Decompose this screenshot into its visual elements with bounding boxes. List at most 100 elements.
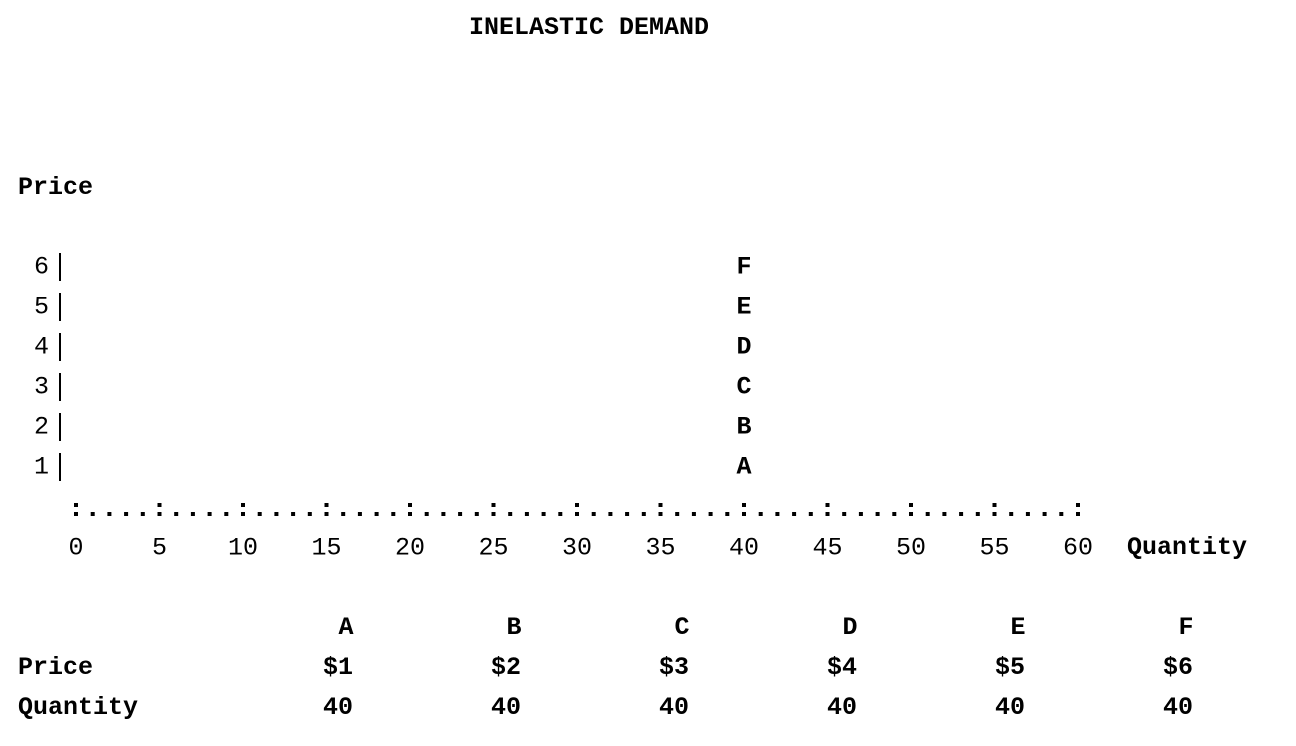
x-axis-label: Quantity xyxy=(1127,533,1248,562)
x-axis-tick-mark xyxy=(241,512,245,516)
table-cell-price: $6 xyxy=(1162,653,1194,682)
data-point: D xyxy=(736,333,751,362)
x-axis-dot xyxy=(942,512,947,516)
x-axis-tick-mark xyxy=(992,503,997,507)
x-axis-dot xyxy=(207,512,212,516)
x-axis-dot xyxy=(875,512,880,516)
data-point: F xyxy=(736,253,751,282)
x-axis-tick-mark xyxy=(742,512,746,516)
data-point: C xyxy=(736,373,751,402)
x-axis-dot xyxy=(524,512,529,516)
x-axis-dot xyxy=(357,512,362,516)
table-column-header: F xyxy=(1178,613,1194,642)
table-cell-quantity: 40 xyxy=(1162,693,1194,722)
data-point: B xyxy=(736,413,751,442)
x-axis-dot xyxy=(925,512,930,516)
x-tick-label: 55 xyxy=(979,534,1009,563)
y-tick-label: 3 xyxy=(34,373,49,402)
x-axis-dot xyxy=(641,512,646,516)
x-axis-dot xyxy=(190,512,195,516)
x-axis-dot xyxy=(224,512,229,516)
x-tick-label: 25 xyxy=(478,534,508,563)
x-axis-tick-mark xyxy=(74,503,78,507)
x-axis-dot xyxy=(291,512,296,516)
x-axis-dot xyxy=(424,512,429,516)
x-axis-dot xyxy=(1059,512,1064,516)
x-axis-tick-mark xyxy=(408,503,412,507)
x-axis-tick-mark xyxy=(575,512,579,516)
x-axis-dot xyxy=(374,512,379,516)
x-axis-dot xyxy=(274,512,279,516)
x-axis-dot xyxy=(858,512,863,516)
x-axis-dot xyxy=(508,512,513,516)
x-axis-tick-mark xyxy=(324,503,329,507)
x-axis-dot xyxy=(675,512,680,516)
x-axis-tick-mark xyxy=(1076,512,1080,516)
x-axis-dot xyxy=(1025,512,1030,516)
x-axis-dot xyxy=(1009,512,1014,516)
table-column-header: C xyxy=(674,613,690,642)
x-axis-tick-mark xyxy=(157,512,162,516)
x-axis-dot xyxy=(959,512,964,516)
x-tick-label: 0 xyxy=(68,534,83,563)
x-tick-label: 45 xyxy=(812,534,842,563)
y-tick-label: 5 xyxy=(34,293,49,322)
x-axis-dot xyxy=(842,512,847,516)
y-tick-label: 6 xyxy=(34,253,49,282)
x-axis-tick-mark xyxy=(1076,503,1080,507)
table-cell-quantity: 40 xyxy=(826,693,858,722)
y-axis-label: Price xyxy=(18,173,94,202)
x-axis-dot xyxy=(441,512,446,516)
x-axis-tick-mark xyxy=(575,503,579,507)
table-column-header: B xyxy=(506,613,522,642)
x-axis-tick-mark xyxy=(157,503,162,507)
x-axis-tick-mark xyxy=(742,503,746,507)
x-axis-tick-mark xyxy=(491,503,496,507)
x-tick-label: 5 xyxy=(152,534,167,563)
x-axis-dot xyxy=(1042,512,1047,516)
table-cell-quantity: 40 xyxy=(658,693,690,722)
x-axis-dot xyxy=(691,512,696,516)
x-axis: 0 5 10 15 20 25 30 35 40 45 50 55 60 xyxy=(68,503,1093,563)
table-row-label-quantity: Quantity xyxy=(18,693,139,722)
x-tick-label: 50 xyxy=(896,534,926,563)
x-axis-tick-mark xyxy=(241,503,245,507)
chart-title: INELASTIC DEMAND xyxy=(468,13,710,42)
x-axis-dot xyxy=(341,512,346,516)
table-cell-quantity: 40 xyxy=(490,693,522,722)
x-tick-label: 10 xyxy=(228,534,258,563)
x-axis-tick-mark xyxy=(909,503,913,507)
x-axis-tick-mark xyxy=(658,503,663,507)
data-point: A xyxy=(736,453,751,482)
x-tick-label: 60 xyxy=(1063,534,1093,563)
y-tick-label: 1 xyxy=(34,453,49,482)
x-axis-dot xyxy=(975,512,980,516)
x-axis-dot xyxy=(391,512,396,516)
x-axis-dot xyxy=(608,512,613,516)
x-axis-dot xyxy=(775,512,780,516)
x-axis-dot xyxy=(625,512,630,516)
x-axis-tick-mark xyxy=(491,512,496,516)
table-row-label-price: Price xyxy=(18,653,94,682)
x-axis-tick-mark xyxy=(825,512,830,516)
table-column-header: A xyxy=(338,613,354,642)
x-axis-dot xyxy=(708,512,713,516)
x-axis-dot xyxy=(140,512,145,516)
x-tick-label: 40 xyxy=(729,534,759,563)
x-axis-tick-mark xyxy=(909,512,913,516)
y-tick-label: 2 xyxy=(34,413,49,442)
x-axis-dot xyxy=(90,512,95,516)
table-cell-price: $3 xyxy=(658,653,690,682)
x-axis-dot xyxy=(124,512,129,516)
table-column-header: E xyxy=(1010,613,1026,642)
x-axis-dot xyxy=(758,512,763,516)
x-axis-dot xyxy=(792,512,797,516)
x-axis-tick-mark xyxy=(74,512,78,516)
y-tick-label: 4 xyxy=(34,333,49,362)
x-axis-dot xyxy=(257,512,262,516)
x-axis-tick-mark xyxy=(324,512,329,516)
table-cell-price: $1 xyxy=(322,653,354,682)
table-cell-price: $5 xyxy=(994,653,1026,682)
